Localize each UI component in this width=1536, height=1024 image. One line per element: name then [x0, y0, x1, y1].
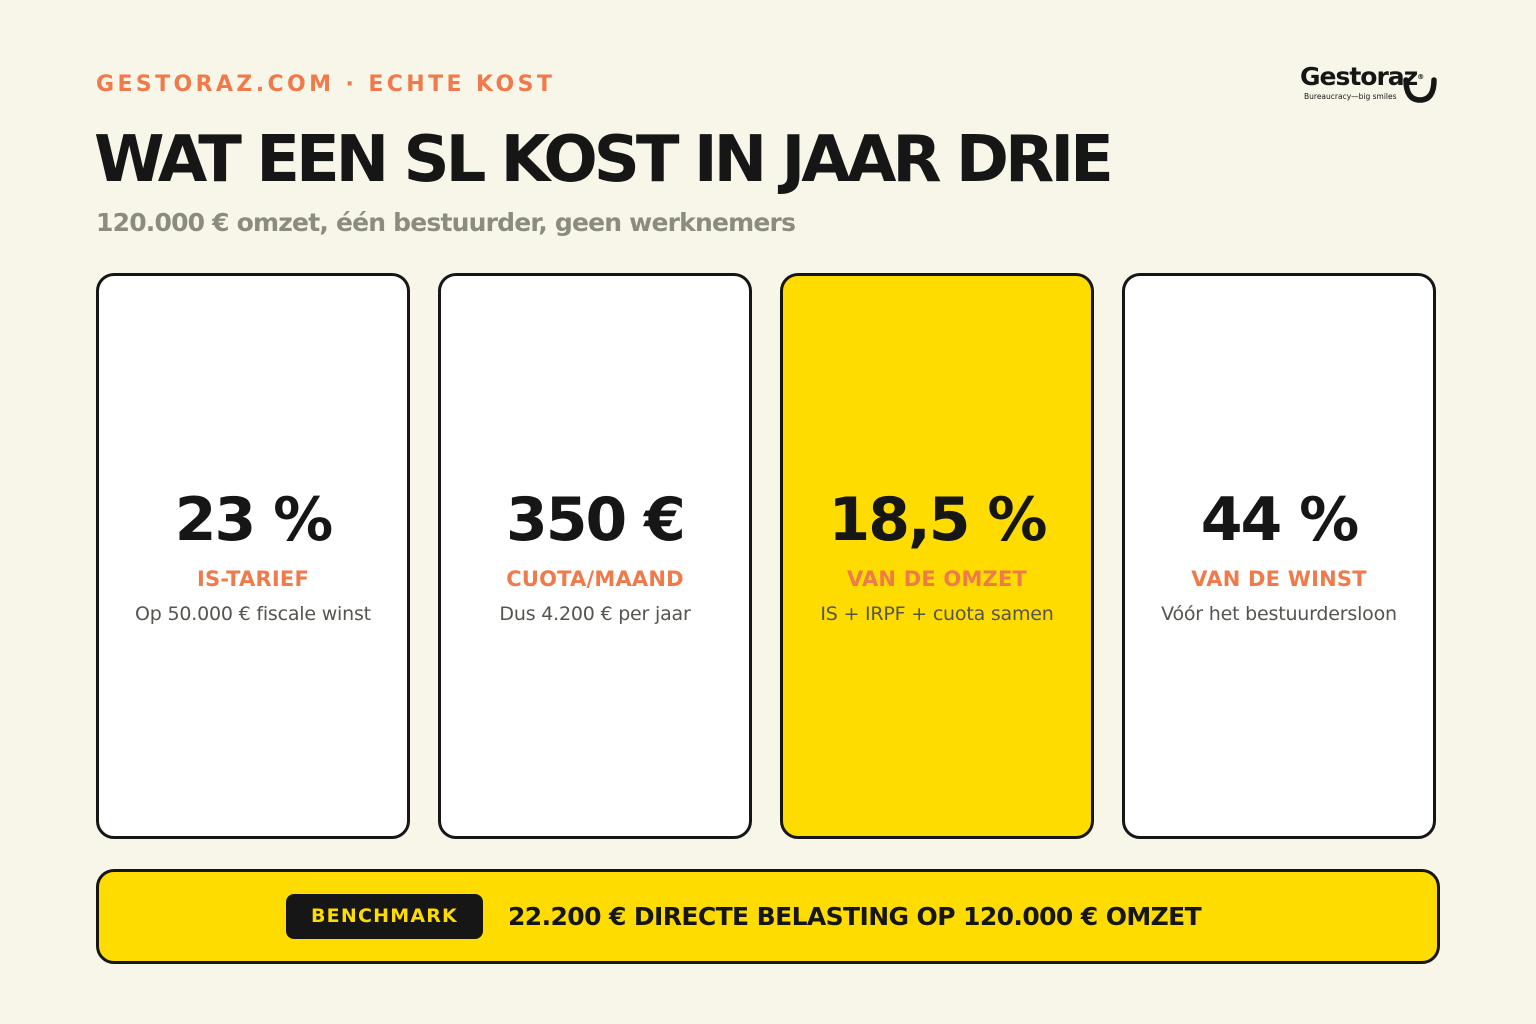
benchmark-banner: BENCHMARK 22.200 € DIRECTE BELASTING OP … [96, 869, 1440, 964]
brand-logo[interactable]: Gestoraz® Bureaucracy—big smiles [1300, 62, 1442, 106]
stat-label: IS-TARIEF [197, 567, 309, 591]
logo-tagline: Bureaucracy—big smiles [1304, 92, 1397, 101]
stat-value: 23 % [174, 485, 334, 555]
stat-card-cuota: 350 € CUOTA/MAAND Dus 4.200 € per jaar [438, 273, 752, 839]
stat-card-profit-share: 44 % VAN DE WINST Vóór het bestuurderslo… [1122, 273, 1436, 839]
stat-label: VAN DE WINST [1191, 567, 1367, 591]
stat-description: IS + IRPF + cuota samen [820, 603, 1054, 625]
stat-value: 350 € [506, 485, 686, 555]
benchmark-text: 22.200 € DIRECTE BELASTING OP 120.000 € … [508, 902, 1202, 931]
stat-value: 44 % [1200, 485, 1360, 555]
stat-description: Op 50.000 € fiscale winst [135, 603, 371, 625]
stat-label: VAN DE OMZET [846, 567, 1028, 591]
stat-description: Vóór het bestuurdersloon [1161, 603, 1397, 625]
page-title: WAT EEN SL KOST IN JAAR DRIE [94, 123, 1114, 197]
page-subtitle: 120.000 € omzet, één bestuurder, geen we… [96, 208, 796, 237]
benchmark-badge: BENCHMARK [286, 894, 483, 939]
stat-value: 18,5 % [828, 485, 1047, 555]
stat-description: Dus 4.200 € per jaar [499, 603, 691, 625]
logo-wordmark: Gestoraz® [1300, 62, 1424, 91]
smile-icon [1403, 77, 1437, 103]
stat-card-is-tariff: 23 % IS-TARIEF Op 50.000 € fiscale winst [96, 273, 410, 839]
stat-card-revenue-share: 18,5 % VAN DE OMZET IS + IRPF + cuota sa… [780, 273, 1094, 839]
eyebrow-label: GESTORAZ.COM · ECHTE KOST [96, 72, 556, 97]
stat-label: CUOTA/MAAND [506, 567, 684, 591]
